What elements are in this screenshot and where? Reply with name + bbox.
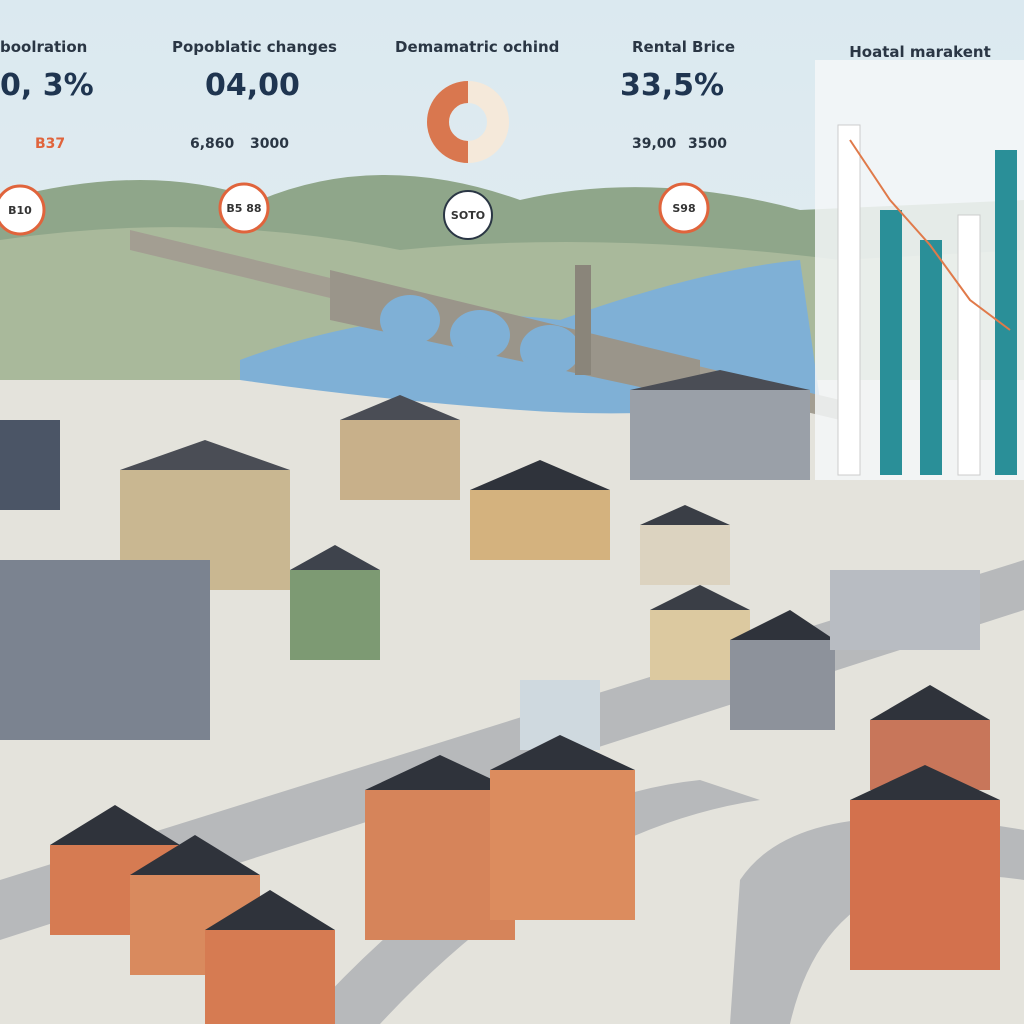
panel-note: 39,00 xyxy=(632,136,677,152)
bridge xyxy=(130,230,840,420)
panel-title: boolration xyxy=(0,38,87,56)
side-chart: Hoatal marakent xyxy=(815,43,1024,480)
chart-title: Hoatal marakent xyxy=(849,43,991,61)
panel-value: 0, 3% xyxy=(0,68,94,103)
panel-note: 3500 xyxy=(688,136,727,152)
panel-note: 3000 xyxy=(250,136,289,152)
badge-label: S98 xyxy=(672,202,695,215)
panel-value: 33,5% xyxy=(620,68,724,103)
badge: S98 xyxy=(658,182,710,234)
badge-label: B5 88 xyxy=(226,202,261,215)
panel-title: Rental Brice xyxy=(632,38,735,56)
panel-value: 04,00 xyxy=(205,68,300,103)
badge: SOTO xyxy=(443,190,493,240)
badge: B10 xyxy=(0,184,46,236)
buildings xyxy=(0,370,1000,1024)
donut xyxy=(427,81,509,163)
badge: B5 88 xyxy=(218,182,270,234)
panel-note: B37 xyxy=(35,136,65,152)
badge-label: B10 xyxy=(8,204,32,217)
road xyxy=(300,780,760,1024)
badge-label: SOTO xyxy=(451,209,485,222)
panel-title: Demamatric ochind xyxy=(395,38,559,56)
panel-note: 6,860 xyxy=(190,136,235,152)
panel-title: Popoblatic changes xyxy=(172,38,337,56)
